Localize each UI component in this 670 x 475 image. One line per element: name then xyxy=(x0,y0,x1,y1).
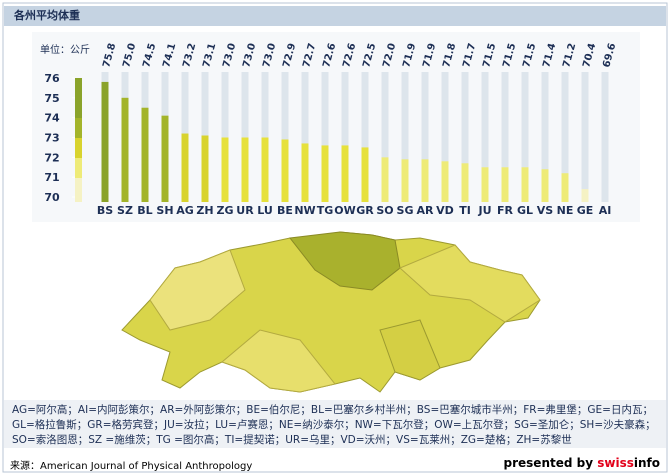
y-tick-label: 71 xyxy=(44,171,59,184)
bar-bg xyxy=(501,72,509,202)
x-tick-label: UR xyxy=(236,204,254,217)
bar xyxy=(201,135,209,202)
bar xyxy=(461,163,469,202)
bar-bg xyxy=(261,72,269,202)
bar xyxy=(361,147,369,202)
x-tick-label: GR xyxy=(356,204,374,217)
y-tick-label: 74 xyxy=(44,112,60,125)
scale-strip xyxy=(75,78,82,202)
bar-bg xyxy=(521,72,529,202)
x-tick-label: VS xyxy=(537,204,554,217)
legend-note: AG=阿尔高；AI=内阿彭策尔；AR=外阿彭策尔；BE=伯尔尼；BL=巴塞尔乡村… xyxy=(12,404,656,446)
brand-prefix: presented by xyxy=(503,456,594,470)
bar xyxy=(121,97,129,202)
brand-rest: info xyxy=(633,456,660,470)
bar xyxy=(221,137,229,202)
source: 来源：American Journal of Physical Anthropo… xyxy=(10,461,253,472)
bar xyxy=(381,157,389,202)
bar-bg xyxy=(401,72,409,202)
x-tick-label: BE xyxy=(277,204,293,217)
x-tick-label: SH xyxy=(156,204,173,217)
bar xyxy=(401,159,409,202)
bar-bg xyxy=(461,72,469,202)
x-tick-label: BS xyxy=(97,204,113,217)
y-tick-label: 73 xyxy=(44,131,59,144)
header-bar xyxy=(4,6,666,26)
bar xyxy=(481,167,489,202)
bar-bg xyxy=(341,72,349,202)
x-tick-label: ZH xyxy=(196,204,213,217)
bar xyxy=(141,107,149,202)
bar xyxy=(581,189,589,202)
x-tick-label: TI xyxy=(459,204,471,217)
x-tick-label: JU xyxy=(477,204,491,217)
bar-bg xyxy=(361,72,369,202)
x-tick-label: GL xyxy=(517,204,533,217)
bar-bg xyxy=(281,72,289,202)
bar xyxy=(301,143,309,202)
x-tick-label: FR xyxy=(497,204,514,217)
brand-red: swiss xyxy=(597,456,634,470)
chart-title: 各州平均体重 xyxy=(13,8,80,22)
bar xyxy=(341,145,349,202)
bar xyxy=(241,137,249,202)
legend-bg xyxy=(4,400,666,448)
bar-bg xyxy=(441,72,449,202)
bar xyxy=(161,115,169,202)
bar xyxy=(181,133,189,202)
x-tick-label: AG xyxy=(176,204,194,217)
bar xyxy=(561,173,569,202)
brand: presented by swissinfo xyxy=(504,456,660,470)
bar-bg xyxy=(481,72,489,202)
bar-bg xyxy=(601,72,609,202)
y-tick-label: 72 xyxy=(44,151,59,164)
bar xyxy=(261,137,269,202)
x-tick-label: NW xyxy=(294,204,315,217)
bar-bg xyxy=(301,72,309,202)
x-tick-label: BL xyxy=(137,204,152,217)
x-tick-label: VD xyxy=(436,204,454,217)
bar-bg xyxy=(541,72,549,202)
bar xyxy=(521,167,529,202)
x-tick-label: LU xyxy=(257,204,273,217)
bar xyxy=(101,81,109,202)
bar-bg xyxy=(241,72,249,202)
bar xyxy=(321,145,329,202)
x-tick-label: GE xyxy=(577,204,594,217)
bar-bg xyxy=(561,72,569,202)
y-tick-label: 70 xyxy=(44,191,60,204)
x-tick-label: SO xyxy=(376,204,393,217)
x-tick-label: ZG xyxy=(216,204,233,217)
unit-label: 单位：公斤 xyxy=(40,43,90,56)
x-tick-label: NE xyxy=(557,204,574,217)
bar xyxy=(441,161,449,202)
bar xyxy=(501,167,509,202)
bar-bg xyxy=(321,72,329,202)
y-tick-label: 75 xyxy=(44,92,59,105)
y-tick-label: 76 xyxy=(44,72,60,85)
x-tick-label: AI xyxy=(599,204,612,217)
x-tick-label: SZ xyxy=(117,204,133,217)
x-tick-label: OW xyxy=(334,204,355,217)
bar xyxy=(421,159,429,202)
map xyxy=(121,231,541,393)
bar xyxy=(281,139,289,202)
x-tick-label: TG xyxy=(317,204,334,217)
bar xyxy=(541,169,549,202)
bar-bg xyxy=(421,72,429,202)
x-tick-label: SG xyxy=(397,204,414,217)
x-tick-label: AR xyxy=(417,204,435,217)
bar-bg xyxy=(221,72,229,202)
plot-panel xyxy=(32,32,640,222)
bar-bg xyxy=(581,72,589,202)
bar-bg xyxy=(381,72,389,202)
